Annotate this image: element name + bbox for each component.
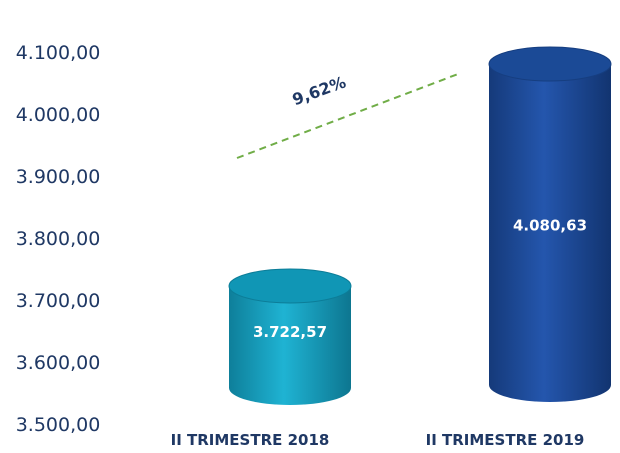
trend-annotation: 9,62% bbox=[236, 72, 459, 159]
y-tick-label: 3.600,00 bbox=[16, 352, 101, 374]
growth-annotation: 9,62% bbox=[290, 72, 349, 109]
data-label: 3.722,57 bbox=[253, 323, 327, 341]
y-tick-label: 4.100,00 bbox=[16, 42, 101, 64]
data-label: 4.080,63 bbox=[513, 217, 587, 235]
y-tick-label: 3.900,00 bbox=[16, 166, 101, 188]
bar-top bbox=[488, 46, 612, 82]
x-tick-label: II TRIMESTRE 2019 bbox=[426, 431, 585, 449]
bar: 4.080,63 bbox=[488, 46, 612, 402]
x-axis: II TRIMESTRE 2018 II TRIMESTRE 2019 bbox=[171, 431, 585, 449]
y-tick-label: 3.700,00 bbox=[16, 290, 101, 312]
bars: 3.722,57 4.080,63 bbox=[228, 46, 612, 405]
x-tick-label: II TRIMESTRE 2018 bbox=[171, 431, 330, 449]
y-tick-label: 4.000,00 bbox=[16, 104, 101, 126]
y-axis: 3.500,00 3.600,00 3.700,00 3.800,00 3.900,00… bbox=[16, 42, 101, 436]
bar-body bbox=[489, 64, 611, 402]
y-tick-label: 3.500,00 bbox=[16, 414, 101, 436]
y-tick-label: 3.800,00 bbox=[16, 228, 101, 250]
bar-body bbox=[229, 286, 351, 405]
trend-line bbox=[236, 73, 459, 159]
bar: 3.722,57 bbox=[228, 268, 352, 405]
bar-top bbox=[228, 268, 352, 304]
